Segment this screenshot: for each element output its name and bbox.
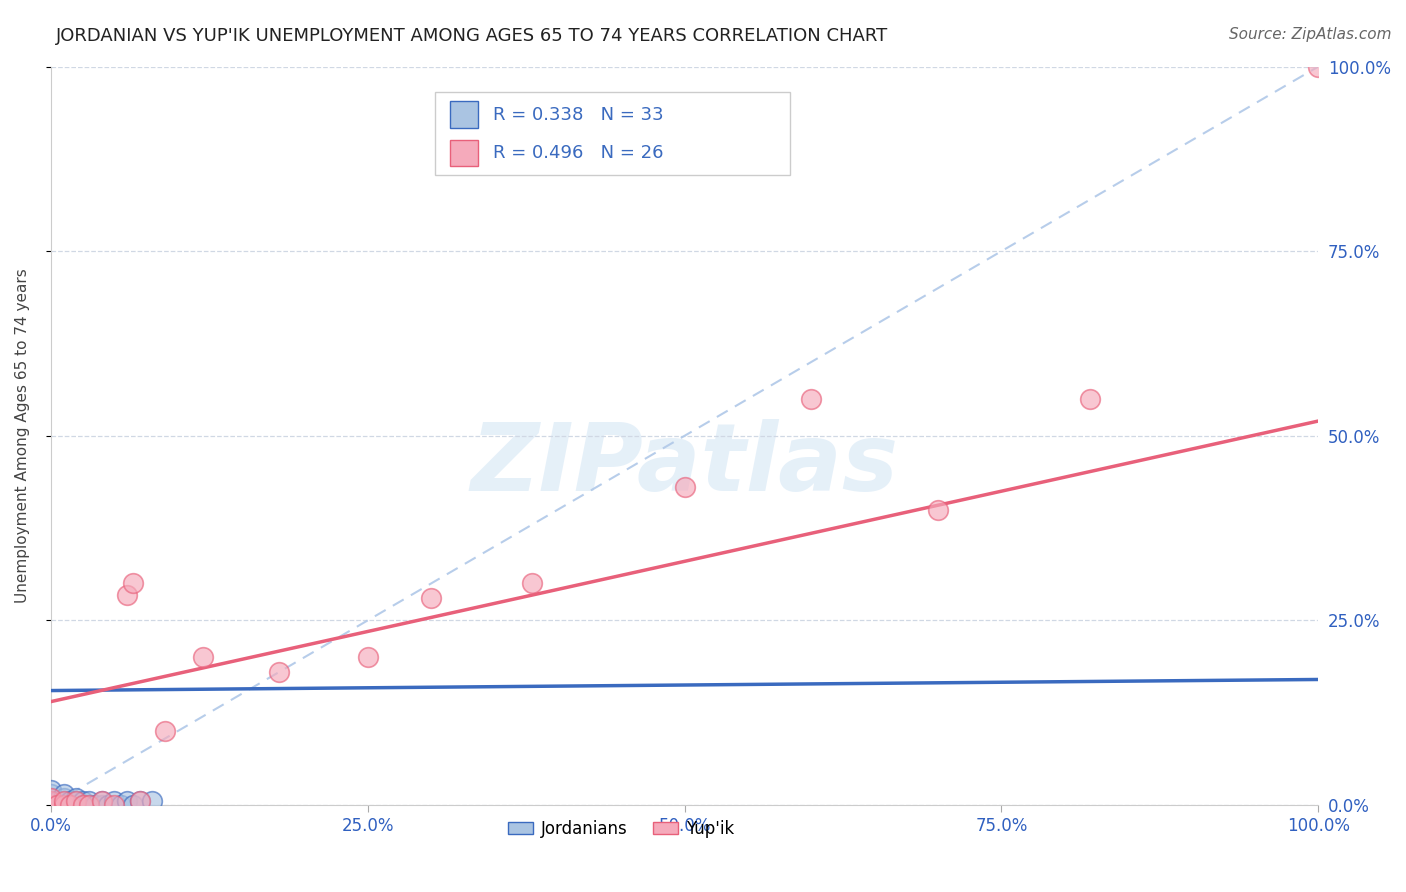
Point [84,797,107,812]
Text: R = 0.496   N = 26: R = 0.496 N = 26 [494,144,664,162]
Point [72,797,94,812]
FancyBboxPatch shape [434,93,790,175]
Point [39,797,62,812]
Point [128,794,150,808]
Point [90,797,112,812]
Point [1308,60,1330,74]
Legend: Jordanians, Yup'ik: Jordanians, Yup'ik [501,814,741,845]
Point [97,797,120,812]
Point [191,650,214,665]
Point [39,797,62,812]
Point [52,790,75,805]
Point [65,797,87,812]
Point [110,797,132,812]
FancyBboxPatch shape [450,140,478,166]
Point [77,794,100,808]
Point [153,724,176,739]
Point [673,481,696,495]
Point [46,797,69,812]
Point [59,797,82,812]
Text: ZIPatlas: ZIPatlas [471,419,898,511]
Point [39,787,62,801]
Point [927,502,949,516]
Point [39,797,62,812]
FancyBboxPatch shape [450,102,478,128]
Point [90,794,112,808]
Point [65,794,87,808]
Point [65,790,87,805]
Point [122,797,145,812]
Point [39,783,62,797]
Text: Source: ZipAtlas.com: Source: ZipAtlas.com [1229,27,1392,42]
Point [115,794,138,808]
Point [115,588,138,602]
Point [46,797,69,812]
Point [122,576,145,591]
Point [52,797,75,812]
Text: R = 0.338   N = 33: R = 0.338 N = 33 [494,105,664,124]
Point [39,797,62,812]
Point [39,790,62,805]
Point [72,794,94,808]
Point [39,790,62,805]
Point [267,665,290,679]
Point [65,794,87,808]
Point [72,797,94,812]
Point [59,797,82,812]
Point [77,797,100,812]
Text: JORDANIAN VS YUP'IK UNEMPLOYMENT AMONG AGES 65 TO 74 YEARS CORRELATION CHART: JORDANIAN VS YUP'IK UNEMPLOYMENT AMONG A… [56,27,889,45]
Point [103,794,125,808]
Point [90,794,112,808]
Point [52,794,75,808]
Point [128,794,150,808]
Point [357,650,380,665]
Point [52,797,75,812]
Point [52,794,75,808]
Point [46,794,69,808]
Point [39,794,62,808]
Point [103,797,125,812]
Point [1078,392,1101,406]
Point [39,794,62,808]
Point [800,392,823,406]
Point [522,576,544,591]
Point [420,591,443,606]
Point [59,794,82,808]
Y-axis label: Unemployment Among Ages 65 to 74 years: Unemployment Among Ages 65 to 74 years [15,268,30,603]
Point [52,787,75,801]
Point [39,797,62,812]
Point [141,794,163,808]
Point [77,797,100,812]
